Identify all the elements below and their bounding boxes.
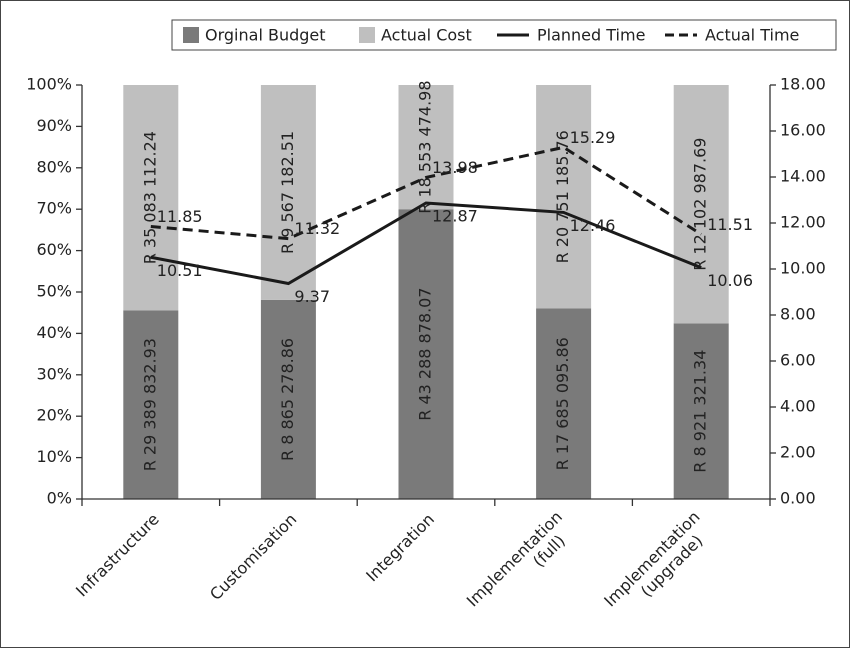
y2-tick-label: 4.00 [780,397,816,416]
bar [536,85,592,309]
y-tick-label: 50% [36,282,72,301]
legend-label: Actual Cost [381,26,472,45]
bar [673,323,729,499]
bar [260,85,316,300]
y-tick-label: 30% [36,364,72,383]
line-value-label: 9.37 [294,287,330,306]
legend-swatch [359,27,375,43]
y-tick-label: 80% [36,157,72,176]
line-value-label: 13.98 [432,158,478,177]
legend-swatch [183,27,199,43]
bar [123,85,179,311]
line-value-label: 11.51 [707,215,753,234]
line-value-label: 12.87 [432,206,478,225]
y2-tick-label: 10.00 [780,259,826,278]
y-tick-label: 90% [36,116,72,135]
y-tick-label: 40% [36,323,72,342]
y2-tick-label: 0.00 [780,489,816,508]
bar-value-label: R 35 083 112.24 [140,131,159,264]
bar [536,308,592,499]
bar [260,299,316,499]
bar-value-label: R 8 865 278.86 [278,338,297,461]
y2-tick-label: 16.00 [780,121,826,140]
y2-tick-label: 2.00 [780,443,816,462]
y-tick-label: 10% [36,447,72,466]
line-value-label: 11.32 [294,219,340,238]
y-tick-label: 70% [36,199,72,218]
bar-value-label: R 12 102 987.69 [691,138,710,271]
y2-tick-label: 8.00 [780,305,816,324]
line-value-label: 12.46 [570,216,616,235]
bar [123,310,179,499]
bar-value-label: R 8 921 321.34 [691,350,710,473]
y-tick-label: 20% [36,406,72,425]
y2-tick-label: 12.00 [780,213,826,232]
legend-label: Planned Time [537,26,645,45]
y-tick-label: 60% [36,240,72,259]
bar-value-label: R 17 685 095.86 [553,337,572,470]
bar [398,209,454,500]
bar-value-label: R 29 389 832.93 [140,338,159,471]
legend-label: Actual Time [705,26,799,45]
line-value-label: 15.29 [570,128,616,147]
bar-value-label: R 43 288 878.07 [416,287,435,420]
bar [398,85,454,210]
y-tick-label: 100% [26,75,72,94]
line-value-label: 10.06 [707,271,753,290]
bar-value-label: R 18 553 474.98 [416,80,435,213]
bar-value-label: R 9 567 182.51 [278,131,297,254]
y2-tick-label: 6.00 [780,351,816,370]
y2-tick-label: 18.00 [780,75,826,94]
line-value-label: 10.51 [157,261,203,280]
y2-tick-label: 14.00 [780,167,826,186]
y-tick-label: 0% [47,489,72,508]
line [150,145,703,241]
line [150,201,702,286]
line-value-label: 11.85 [157,207,203,226]
bar [673,85,729,324]
bar-value-label: R 20 751 185.76 [553,130,572,263]
legend-label: Orginal Budget [205,26,326,45]
